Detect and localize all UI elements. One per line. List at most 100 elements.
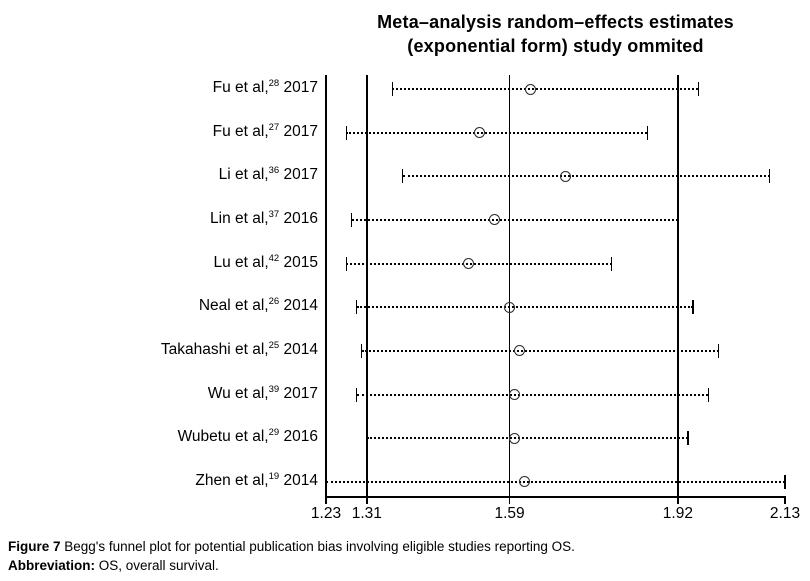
caption-line-1: Figure 7 Begg's funnel plot for potentia… <box>8 537 575 556</box>
ci-upper-tick <box>768 169 771 184</box>
ci-upper-tick <box>717 343 720 358</box>
ci-lower-tick <box>355 300 358 315</box>
study-name: Li et al, <box>218 166 269 184</box>
study-label: Fu et al,28 2017 <box>0 78 318 98</box>
study-name: Wubetu et al, <box>177 428 269 446</box>
figure-label: Figure 7 <box>8 539 61 554</box>
x-axis-tick-label: 1.23 <box>310 505 342 522</box>
study-reference-number: 29 <box>268 427 280 439</box>
ci-upper-tick <box>707 387 710 402</box>
ci-upper-tick <box>677 212 679 227</box>
study-name: Wu et al, <box>207 384 269 402</box>
x-axis-tick-label: 1.59 <box>494 505 525 522</box>
ci-upper-tick <box>646 125 649 140</box>
ci-upper-tick <box>784 474 786 489</box>
chart-title: Meta–analysis random–effects estimates (… <box>326 10 785 58</box>
study-label: Zhen et al,19 2014 <box>0 471 318 491</box>
ci-line <box>356 393 709 396</box>
study-label: Takahashi et al,25 2014 <box>0 340 318 360</box>
x-axis-tick-label: 1.92 <box>662 505 693 522</box>
y-axis-line <box>325 75 327 496</box>
study-year: 2014 <box>279 297 319 315</box>
ci-line <box>326 480 785 483</box>
estimate-marker <box>514 345 526 357</box>
abbreviation-text: OS, overall survival. <box>95 558 219 573</box>
reference-line <box>366 75 368 496</box>
study-reference-number: 25 <box>268 339 280 351</box>
study-reference-number: 36 <box>268 165 280 177</box>
x-axis-tick <box>508 496 511 504</box>
ci-lower-tick <box>391 82 394 96</box>
estimate-marker <box>488 214 500 226</box>
x-axis-tick-label: 1.31 <box>351 505 382 522</box>
study-year: 2016 <box>279 209 319 227</box>
study-reference-number: 39 <box>268 383 280 395</box>
caption-text: Begg's funnel plot for potential publica… <box>60 539 575 554</box>
estimate-marker <box>560 170 572 182</box>
study-label: Wu et al,39 2017 <box>0 384 318 404</box>
study-year: 2017 <box>279 384 319 402</box>
ci-lower-tick <box>345 256 348 271</box>
study-year: 2017 <box>279 166 319 184</box>
ci-lower-tick <box>366 431 368 446</box>
study-year: 2016 <box>279 428 319 446</box>
study-reference-number: 26 <box>268 296 280 308</box>
estimate-marker <box>473 127 485 139</box>
study-name: Fu et al, <box>212 122 269 140</box>
study-reference-number: 37 <box>268 208 280 220</box>
study-name: Lu et al, <box>213 253 269 271</box>
estimate-marker <box>524 83 536 95</box>
study-reference-number: 19 <box>268 470 280 482</box>
study-year: 2017 <box>279 79 319 96</box>
study-reference-number: 27 <box>268 121 280 133</box>
study-label: Lin et al,37 2016 <box>0 209 318 229</box>
ci-line <box>356 306 694 309</box>
study-reference-number: 42 <box>268 252 280 264</box>
study-year: 2014 <box>279 471 319 489</box>
abbreviation-label: Abbreviation: <box>8 558 96 573</box>
ci-lower-tick <box>355 387 358 402</box>
study-label: Lu et al,42 2015 <box>0 253 318 273</box>
ci-line <box>392 88 699 90</box>
ci-upper-tick <box>697 82 700 96</box>
ci-lower-tick <box>401 169 404 184</box>
estimate-marker <box>504 301 516 313</box>
x-axis-line <box>326 496 786 498</box>
chart-title-line2: (exponential form) study ommited <box>407 36 704 56</box>
ci-lower-tick <box>345 125 348 140</box>
study-label: Neal et al,26 2014 <box>0 296 318 316</box>
ci-line <box>346 131 648 134</box>
study-name: Takahashi et al, <box>160 340 269 358</box>
estimate-marker <box>463 258 475 270</box>
study-name: Zhen et al, <box>195 471 269 489</box>
reference-line <box>677 75 679 496</box>
ci-line <box>366 437 689 440</box>
ci-upper-tick <box>610 256 613 271</box>
study-name: Lin et al, <box>210 209 269 227</box>
study-label: Wubetu et al,29 2016 <box>0 427 318 447</box>
study-year: 2017 <box>279 122 319 140</box>
ci-line <box>346 262 612 265</box>
x-axis-tick-label: 2.13 <box>769 505 801 522</box>
ci-lower-tick <box>350 212 353 227</box>
estimate-marker <box>509 432 521 444</box>
x-axis-tick <box>366 496 368 504</box>
study-year: 2015 <box>279 253 319 271</box>
study-reference-number: 28 <box>268 77 280 89</box>
ci-line <box>361 349 719 352</box>
x-axis-tick <box>784 496 786 504</box>
x-axis-tick <box>325 496 327 504</box>
study-name: Neal et al, <box>198 297 269 315</box>
caption-line-2: Abbreviation: OS, overall survival. <box>8 556 575 575</box>
figure-caption: Figure 7 Begg's funnel plot for potentia… <box>8 537 575 575</box>
ci-upper-tick <box>692 300 694 315</box>
study-label: Li et al,36 2017 <box>0 165 318 185</box>
study-name: Fu et al, <box>212 79 269 96</box>
ci-lower-tick <box>360 343 363 358</box>
study-year: 2014 <box>279 340 319 358</box>
reference-line <box>508 75 511 496</box>
x-axis-tick <box>677 496 679 504</box>
ci-lower-tick <box>325 474 327 489</box>
